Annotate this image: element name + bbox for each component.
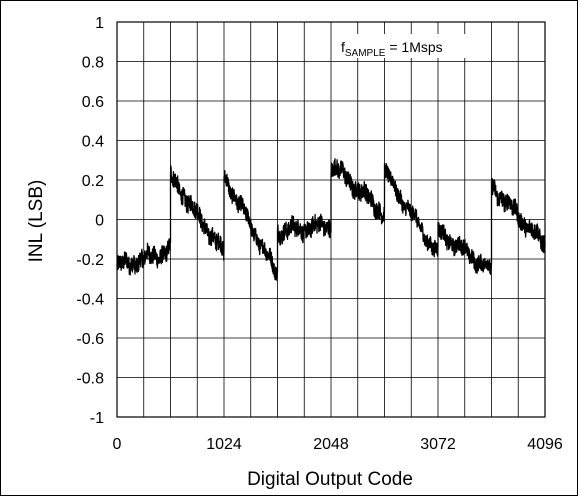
x-tick-label: 3072: [420, 436, 456, 453]
inl-series-line: [116, 158, 546, 281]
y-tick-label: -0.6: [76, 331, 104, 348]
y-tick-label: 0: [95, 213, 104, 230]
series-layer: [116, 158, 546, 281]
y-tick-label: 0.6: [82, 94, 104, 111]
y-tick-label: 0.4: [82, 134, 104, 151]
y-tick-label: 0.8: [82, 55, 104, 72]
legend-prefix: f: [341, 39, 345, 55]
y-tick-labels: 1 0.8 0.6 0.4 0.2 0 -0.2 -0.4 -0.6 -0.8 -1: [76, 15, 104, 427]
y-tick-label: 1: [95, 15, 104, 32]
x-tick-label: 1024: [206, 436, 242, 453]
y-tick-label: -0.4: [76, 292, 104, 309]
y-axis-title: INL (LSB): [26, 180, 47, 263]
plot-border: [116, 21, 546, 418]
y-tick-label: 0.2: [82, 173, 104, 190]
plot-area-border: [116, 21, 546, 418]
x-tick-label: 4096: [527, 436, 563, 453]
legend-subscript: SAMPLE: [345, 48, 386, 59]
legend-box: [333, 34, 487, 58]
legend-label: fSAMPLE = 1Msps: [341, 39, 443, 59]
y-tick-label: -0.8: [76, 371, 104, 388]
y-tick-label: -0.2: [76, 252, 104, 269]
x-axis-title: Digital Output Code: [247, 469, 413, 490]
legend-suffix: = 1Msps: [385, 39, 442, 55]
x-tick-labels: 0 1024 2048 3072 4096: [113, 436, 563, 453]
x-tick-label: 2048: [313, 436, 349, 453]
y-tick-label: -1: [90, 410, 104, 427]
x-tick-label: 0: [113, 436, 122, 453]
